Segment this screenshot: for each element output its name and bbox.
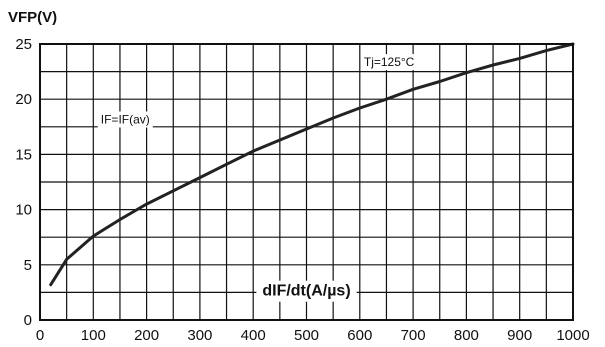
x-tick-label: 1000 <box>556 327 589 344</box>
y-tick-label: 20 <box>15 91 32 108</box>
annotation-label: IF=IF(av) <box>101 112 150 126</box>
x-axis-label: dIF/dt(A/µs) <box>262 283 350 300</box>
y-tick-label: 25 <box>15 36 32 53</box>
x-tick-label: 200 <box>134 327 159 344</box>
x-tick-label: 900 <box>507 327 532 344</box>
y-tick-label: 10 <box>15 202 32 219</box>
x-tick-label: 800 <box>454 327 479 344</box>
x-tick-label: 600 <box>347 327 372 344</box>
annotation-label: Tj=125°C <box>364 55 415 69</box>
y-tick-label: 15 <box>15 146 32 163</box>
x-tick-label: 700 <box>401 327 426 344</box>
y-tick-label: 5 <box>24 257 32 274</box>
x-tick-label: 300 <box>187 327 212 344</box>
grid <box>40 44 573 320</box>
x-tick-label: 0 <box>36 327 44 344</box>
y-axis-label: VFP(V) <box>8 9 57 26</box>
x-axis-label-box: dIF/dt(A/µs) <box>256 280 357 302</box>
axis-ticks: 0 100 200 300 400 500 600 700 800 900 1000 0 5 10 15 20… <box>15 36 589 344</box>
x-tick-label: 500 <box>294 327 319 344</box>
annotation-background <box>360 54 418 71</box>
x-tick-label: 100 <box>81 327 106 344</box>
annotations: IF=IF(av) Tj=125°C <box>97 54 418 128</box>
annotation-background <box>97 111 153 128</box>
plot-frame <box>39 43 574 321</box>
y-tick-label: 0 <box>24 312 32 329</box>
annotation: Tj=125°C <box>360 54 418 71</box>
x-tick-label: 400 <box>241 327 266 344</box>
series-line <box>49 42 575 287</box>
x-axis-label-background <box>256 280 357 302</box>
annotation: IF=IF(av) <box>97 111 153 128</box>
